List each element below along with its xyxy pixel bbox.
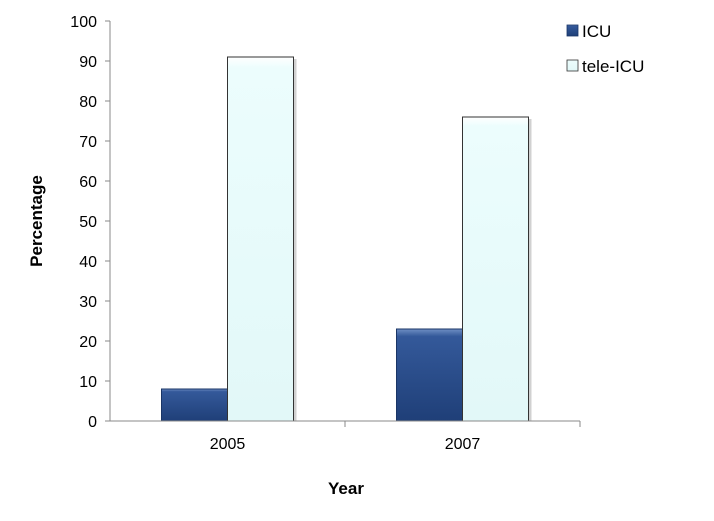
x-axis-title: Year: [328, 479, 364, 498]
bars-group: [161, 56, 532, 422]
x-tick-label: 2005: [210, 436, 246, 453]
y-tick-label: 80: [79, 94, 97, 111]
x-ticks-group: 2005 2007: [210, 421, 581, 453]
y-tick-label: 60: [79, 174, 97, 191]
legend-swatch-icu: [566, 24, 579, 37]
y-tick-label: 40: [79, 254, 97, 271]
legend-swatch-tele-icu: [566, 59, 579, 72]
y-tick-label: 30: [79, 294, 97, 311]
y-tick-label: 100: [70, 14, 97, 31]
y-tick-label: 10: [79, 374, 97, 391]
y-tick-label: 20: [79, 334, 97, 351]
legend-label-icu: ICU: [582, 22, 611, 41]
y-ticks-group: 0 10 20 30 40 50 60 70 80 90 100: [70, 14, 110, 431]
bar-icu: [396, 328, 463, 422]
legend: ICU tele-ICU: [566, 22, 644, 76]
y-tick-label: 70: [79, 134, 97, 151]
bar-tele-icu: [462, 116, 529, 422]
x-tick-label: 2007: [445, 436, 481, 453]
legend-label-tele-icu: tele-ICU: [582, 57, 644, 76]
y-tick-label: 0: [88, 414, 97, 431]
y-tick-label: 50: [79, 214, 97, 231]
y-axis-title: Percentage: [27, 175, 46, 267]
y-tick-label: 90: [79, 54, 97, 71]
bar-tele-icu: [227, 56, 294, 422]
bar-icu: [161, 388, 228, 422]
